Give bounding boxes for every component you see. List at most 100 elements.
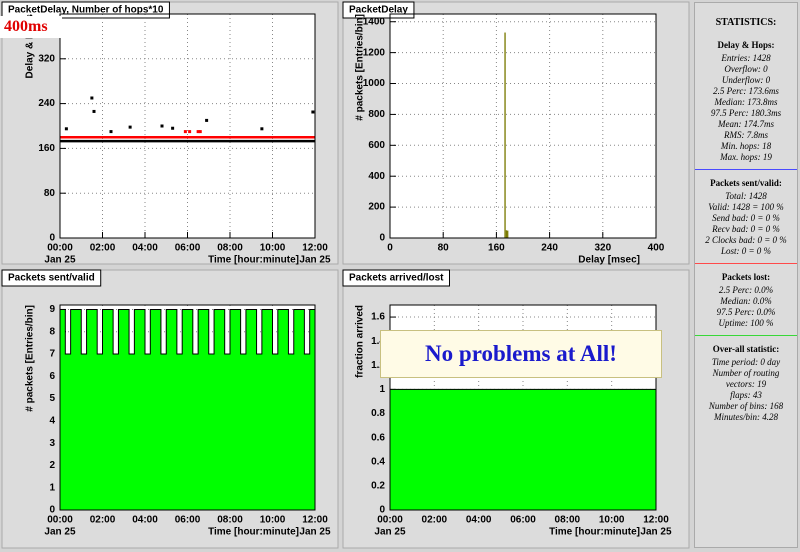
y-tick-label: 0.2 <box>371 481 385 492</box>
stats-line: Send bad: 0 = 0 % <box>712 213 780 223</box>
y-tick-label: 1400 <box>363 16 386 27</box>
point <box>183 130 187 134</box>
point <box>205 118 209 122</box>
stats-line: Number of bins: 168 <box>708 401 784 411</box>
y-tick-label: 9 <box>49 304 55 315</box>
y-tick-label: 400 <box>368 171 385 182</box>
y-tick-label: 4 <box>49 416 55 427</box>
y-tick-label: 1 <box>49 482 55 493</box>
stats-section: Delay & Hops: Entries: 1428 Overflow: 0 Und… <box>695 32 797 170</box>
point <box>92 109 96 113</box>
stats-line: Uptime: 100 % <box>718 318 774 328</box>
point <box>260 127 264 131</box>
x-date-label: Jan 25 <box>374 527 406 538</box>
y-tick-label: 0 <box>379 233 385 244</box>
area <box>59 308 316 511</box>
stats-line: Median: 0.0% <box>720 296 772 306</box>
y-tick-label: 200 <box>368 202 385 213</box>
y-tick-label: 6 <box>49 371 55 382</box>
stats-line: Min. hops: 18 <box>720 141 772 151</box>
point <box>188 130 192 134</box>
y-tick-label: 5 <box>49 393 55 404</box>
point <box>171 126 175 130</box>
y-tick-label: 7 <box>49 349 55 360</box>
stats-line: Total: 1428 <box>725 191 767 201</box>
panel-title: Packets sent/valid <box>8 273 95 284</box>
plot-frame <box>389 13 657 239</box>
y-tick-label: 1.4 <box>371 336 385 347</box>
y-tick-label: 1000 <box>363 78 386 89</box>
annotation: No problems at All! <box>380 330 662 378</box>
charts: PacketDelay, Number of hops*100801602403… <box>1 1 690 549</box>
y-tick-label: 8 <box>49 326 55 337</box>
y-tick-label: 80 <box>44 188 56 199</box>
bar <box>507 230 509 238</box>
stats-line: Recv bad: 0 = 0 % <box>712 224 780 234</box>
stats-heading: Delay & Hops: <box>717 40 775 50</box>
stats-heading: Packets sent/valid: <box>710 178 782 188</box>
x-date-label: Jan 25 <box>299 255 331 266</box>
stats-line: Mean: 174.7ms <box>718 119 774 129</box>
point <box>198 130 202 134</box>
stats-line: 2 Clocks bad: 0 = 0 % <box>705 235 787 245</box>
stats-line: flaps: 43 <box>730 390 762 400</box>
stats-line: RMS: 7.8ms <box>724 130 768 140</box>
x-date-label: Jan 25 <box>299 527 331 538</box>
point <box>90 96 94 100</box>
x-axis-label: Time [hour:minute] <box>208 527 299 538</box>
y-tick-label: 240 <box>38 98 55 109</box>
point <box>64 127 68 131</box>
x-tick-label: 320 <box>594 243 611 254</box>
x-tick-label: 160 <box>488 243 505 254</box>
area <box>389 388 657 511</box>
stats-line: Number of routing vectors: 19 <box>712 368 780 389</box>
point <box>128 125 132 129</box>
x-tick-label: 02:00 <box>90 515 116 526</box>
point <box>109 130 113 134</box>
x-tick-label: 12:00 <box>643 515 669 526</box>
x-tick-label: 0 <box>387 243 393 254</box>
y-axis-label: # packets [Entries/bin] <box>355 14 366 121</box>
stats-line: Time period: 0 day <box>711 357 781 367</box>
stats-heading: Over-all statistic: <box>712 344 780 354</box>
x-tick-label: 00:00 <box>377 515 403 526</box>
statistics-title: STATISTICS: <box>715 17 777 28</box>
x-tick-label: 02:00 <box>90 243 116 254</box>
stats-heading: Packets lost: <box>721 272 771 282</box>
x-tick-label: 04:00 <box>132 515 158 526</box>
x-tick-label: 04:00 <box>132 243 158 254</box>
annotation: 400ms <box>0 16 62 38</box>
y-tick-label: 160 <box>38 143 55 154</box>
y-tick-label: 600 <box>368 140 385 151</box>
y-tick-label: 0 <box>49 233 55 244</box>
panel-title: PacketDelay, Number of hops*10 <box>8 5 164 16</box>
x-tick-label: 00:00 <box>47 243 73 254</box>
x-tick-label: 08:00 <box>555 515 581 526</box>
y-tick-label: 0.4 <box>371 456 385 467</box>
x-tick-label: 06:00 <box>510 515 536 526</box>
x-tick-label: 10:00 <box>260 243 286 254</box>
stats-line: 2.5 Perc: 173.6ms <box>713 86 779 96</box>
stats-line: 97.5 Perc: 0.0% <box>716 307 776 317</box>
x-tick-label: 80 <box>438 243 450 254</box>
y-tick-label: 0.8 <box>371 408 385 419</box>
stats-line: Lost: 0 = 0 % <box>720 246 772 256</box>
x-tick-label: 12:00 <box>302 515 328 526</box>
y-tick-label: 1200 <box>363 47 386 58</box>
point <box>160 124 164 128</box>
stats-line: Overflow: 0 <box>724 64 768 74</box>
x-axis-label: Time [hour:minute] <box>549 527 640 538</box>
plot-frame <box>389 304 657 511</box>
x-date-label: Jan 25 <box>44 255 76 266</box>
x-tick-label: 00:00 <box>47 515 73 526</box>
y-tick-label: 3 <box>49 438 55 449</box>
x-date-label: Jan 25 <box>44 527 76 538</box>
x-tick-label: 400 <box>648 243 665 254</box>
point <box>311 110 315 114</box>
stats-line: Entries: 1428 <box>721 53 771 63</box>
stats-section: Over-all statistic: Time period: 0 day Num… <box>695 336 797 429</box>
statistics-panel: STATISTICS: Delay & Hops: Entries: 1428 Ov… <box>694 2 798 548</box>
x-tick-label: 02:00 <box>422 515 448 526</box>
stats-section: Packets lost: 2.5 Perc: 0.0% Median: 0.0% 9… <box>695 264 797 336</box>
